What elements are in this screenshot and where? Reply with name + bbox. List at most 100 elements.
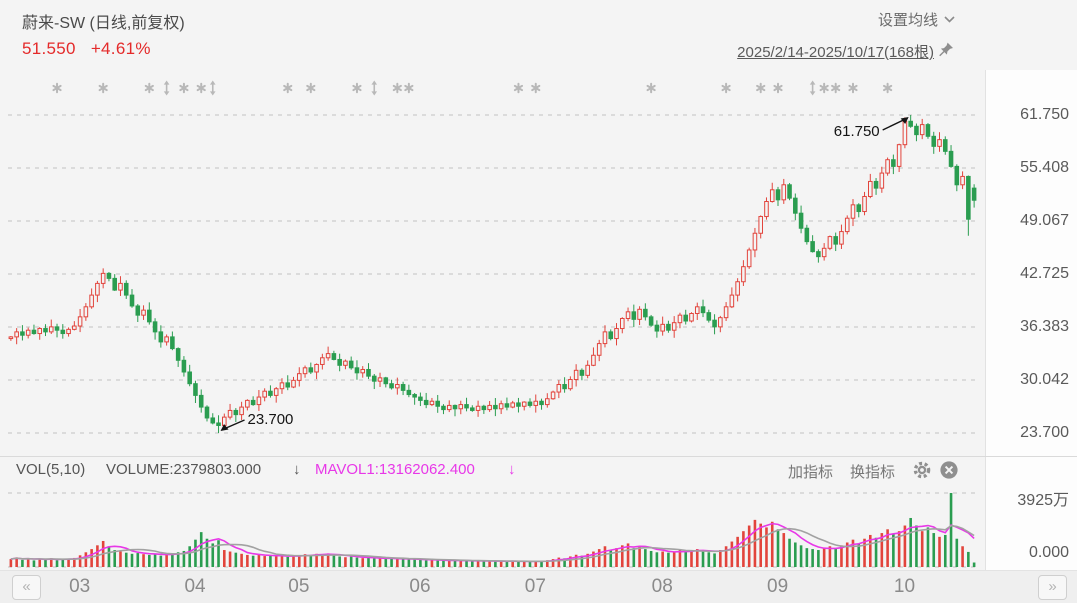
volume-axis-tick: 3925万 <box>1017 492 1069 509</box>
candle <box>37 328 43 335</box>
candle <box>948 150 954 167</box>
pin-icon[interactable] <box>937 41 955 59</box>
candle <box>89 294 94 308</box>
candle <box>568 379 573 390</box>
volume-value: VOLUME:2379803.000 <box>106 461 262 478</box>
candle <box>937 139 942 147</box>
candle <box>256 396 262 406</box>
gear-icon[interactable] <box>912 460 932 480</box>
candle <box>545 398 550 406</box>
candle <box>660 323 665 332</box>
candle <box>481 405 487 411</box>
candle <box>152 321 158 333</box>
candle <box>493 404 498 410</box>
candle <box>602 331 608 345</box>
symbol-title: 蔚来-SW (日线,前复权) <box>22 15 185 32</box>
candle <box>48 326 54 333</box>
candle <box>960 175 965 186</box>
candle <box>787 184 792 199</box>
pane-separator <box>0 456 1077 457</box>
volume-axis-tick: 0.000 <box>1028 544 1069 561</box>
candle <box>539 400 544 406</box>
candle <box>325 353 331 359</box>
candle <box>556 384 562 393</box>
x-axis-label: 07 <box>524 576 546 597</box>
candle <box>193 383 198 396</box>
candle <box>562 384 567 390</box>
candle <box>723 306 729 319</box>
candle <box>129 294 135 307</box>
candle <box>873 180 879 189</box>
grid-lines <box>8 114 977 568</box>
candle <box>360 368 366 374</box>
candle <box>14 331 19 338</box>
candle <box>902 120 908 146</box>
candle <box>585 364 590 376</box>
price-axis: 61.750 55.408 49.067 42.725 36.383 30.042 23.7… <box>985 70 1077 570</box>
candle <box>591 354 596 366</box>
candlestick-chart[interactable]: 61.750 23.700 <box>0 70 985 570</box>
candle <box>764 200 769 218</box>
candle <box>441 405 446 411</box>
candle <box>343 360 348 366</box>
time-axis: « » 03 04 05 06 07 08 09 10 <box>0 570 1077 603</box>
candle <box>596 343 602 356</box>
candle <box>429 400 435 406</box>
scroll-right-button[interactable]: » <box>1038 575 1067 600</box>
add-indicator-button[interactable]: 加指标 <box>788 464 834 481</box>
candle <box>718 317 723 328</box>
switch-indicator-button[interactable]: 换指标 <box>850 464 896 481</box>
x-axis-label: 04 <box>184 576 206 597</box>
mavol-down-arrow: ↓ <box>508 461 516 478</box>
candle <box>8 336 14 340</box>
candle <box>66 328 71 335</box>
candle <box>164 336 169 343</box>
candle <box>118 282 123 291</box>
event-markers <box>52 80 893 96</box>
candle <box>331 353 337 360</box>
candle <box>614 328 619 340</box>
candle <box>371 375 377 382</box>
x-axis-label: 03 <box>69 576 91 597</box>
candle <box>435 400 440 407</box>
candle <box>400 384 406 391</box>
candle <box>781 184 787 201</box>
candle <box>210 417 216 424</box>
candle <box>250 399 256 406</box>
candle <box>919 124 925 136</box>
candle <box>389 383 394 389</box>
candle <box>198 394 204 408</box>
date-range-link[interactable]: 2025/2/14-2025/10/17(168根) <box>737 44 934 61</box>
y-axis-tick: 30.042 <box>1020 370 1069 388</box>
candle <box>689 312 694 322</box>
candle <box>516 402 521 407</box>
candle <box>54 326 60 331</box>
candle <box>158 331 164 343</box>
scroll-left-button[interactable]: « <box>12 575 41 600</box>
candle <box>942 139 948 152</box>
ma-settings-button[interactable]: 设置均线 <box>878 9 955 30</box>
candle <box>464 404 469 409</box>
candle <box>879 172 885 189</box>
volume-pane-header: VOL(5,10) VOLUME:2379803.000 ↓ MAVOL1:13… <box>0 458 985 486</box>
candle <box>775 189 781 201</box>
candle <box>418 396 423 401</box>
candle <box>291 379 296 388</box>
candle <box>631 311 637 320</box>
candle <box>735 281 740 296</box>
candle <box>112 277 117 291</box>
candle <box>337 358 342 366</box>
last-price: 51.550 <box>22 39 76 58</box>
candle <box>752 232 758 251</box>
candle <box>868 180 873 197</box>
close-icon[interactable] <box>939 460 959 480</box>
candle <box>181 359 187 373</box>
candle <box>296 373 302 381</box>
y-axis-tick: 49.067 <box>1020 211 1069 229</box>
x-axis-label: 10 <box>893 576 916 597</box>
candle <box>966 175 971 220</box>
candle <box>891 159 896 167</box>
candle <box>729 294 735 308</box>
candle <box>95 282 100 296</box>
